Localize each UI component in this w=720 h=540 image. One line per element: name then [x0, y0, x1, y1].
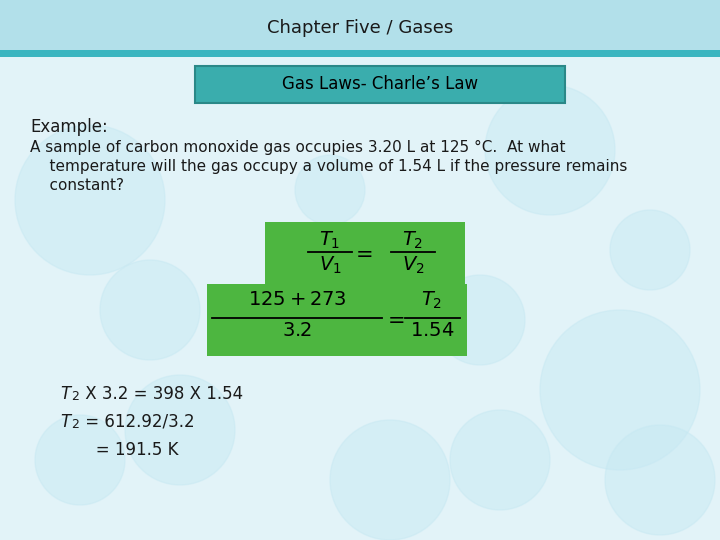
Text: = 612.92/3.2: = 612.92/3.2: [80, 413, 194, 431]
Text: T: T: [60, 413, 70, 431]
Bar: [195, 66, 565, 103]
Text: $125+273$: $125+273$: [248, 290, 346, 309]
Circle shape: [605, 425, 715, 535]
Text: Chapter Five / Gases: Chapter Five / Gases: [267, 19, 453, 37]
Circle shape: [125, 375, 235, 485]
Text: A sample of carbon monoxide gas occupies 3.20 L at 125 °C.  At what: A sample of carbon monoxide gas occupies…: [30, 140, 565, 155]
Circle shape: [450, 410, 550, 510]
Text: $T_1$: $T_1$: [320, 230, 341, 251]
Circle shape: [100, 260, 200, 360]
Text: $1.54$: $1.54$: [410, 321, 454, 340]
Text: $3.2$: $3.2$: [282, 321, 312, 340]
Text: = 191.5 K: = 191.5 K: [80, 441, 179, 459]
Bar: [265, 222, 465, 290]
Text: temperature will the gas occupy a volume of 1.54 L if the pressure remains: temperature will the gas occupy a volume…: [30, 159, 627, 174]
Text: 2: 2: [71, 418, 79, 431]
Text: $V_1$: $V_1$: [319, 255, 341, 276]
Text: X 3.2 = 398 X 1.54: X 3.2 = 398 X 1.54: [80, 385, 243, 403]
Circle shape: [610, 210, 690, 290]
Text: 2: 2: [71, 390, 79, 403]
Bar: [0, 0, 720, 57]
Text: $T_2$: $T_2$: [421, 290, 443, 311]
Text: =: =: [388, 311, 406, 331]
Circle shape: [15, 125, 165, 275]
Circle shape: [540, 310, 700, 470]
Text: Gas Laws- Charle’s Law: Gas Laws- Charle’s Law: [282, 75, 478, 93]
Text: constant?: constant?: [30, 178, 124, 193]
Circle shape: [435, 275, 525, 365]
Text: $T_2$: $T_2$: [402, 230, 423, 251]
Circle shape: [35, 415, 125, 505]
Text: T: T: [60, 385, 70, 403]
Bar: [0, 50, 720, 57]
Circle shape: [295, 155, 365, 225]
Circle shape: [485, 85, 615, 215]
Text: $V_2$: $V_2$: [402, 255, 424, 276]
Bar: [207, 284, 467, 356]
Circle shape: [330, 420, 450, 540]
Text: Example:: Example:: [30, 118, 108, 136]
Text: =: =: [356, 245, 374, 265]
